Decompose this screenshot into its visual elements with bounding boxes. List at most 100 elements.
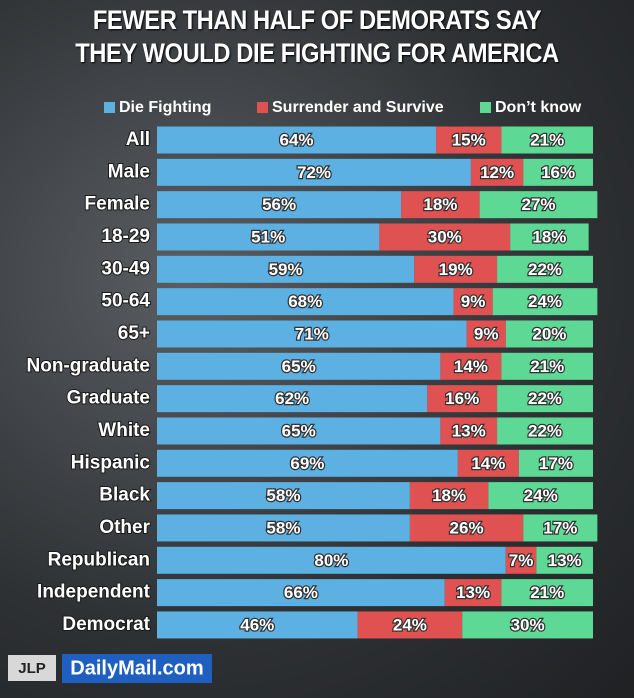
value-label: 14%	[471, 454, 505, 473]
bar-segment	[488, 482, 593, 510]
value-label: 69%	[290, 454, 324, 473]
legend-label: Don’t know	[495, 99, 582, 116]
bar-segment	[501, 126, 593, 154]
value-label: 20%	[532, 324, 566, 343]
bar-segment	[157, 611, 358, 639]
bar-segment	[536, 546, 593, 574]
bar-segment	[157, 288, 454, 316]
bar-segment	[157, 352, 441, 380]
value-label: 56%	[262, 195, 296, 214]
bar-segment	[157, 255, 415, 283]
bar-segment	[157, 223, 380, 251]
bar-segment	[501, 579, 593, 607]
value-label: 58%	[266, 486, 300, 505]
bar-segment	[457, 449, 519, 477]
bar-segment	[466, 320, 506, 348]
legend-label: Surrender and Survive	[272, 99, 444, 116]
jlp-logo: JLP	[18, 660, 46, 677]
category-label: Hispanic	[71, 452, 151, 473]
value-label: 58%	[266, 518, 300, 537]
value-label: 18%	[432, 486, 466, 505]
category-label: Democrat	[62, 614, 150, 635]
value-label: 7%	[509, 551, 534, 570]
bar-segment	[505, 320, 593, 348]
value-label: 80%	[314, 551, 348, 570]
bar-segment	[453, 288, 493, 316]
bar-segment	[492, 288, 598, 316]
category-label: White	[98, 420, 150, 441]
value-label: 22%	[528, 421, 562, 440]
chart-title: FEWER THAN HALF OF DEMORATS SAY THEY WOU…	[75, 5, 559, 68]
value-label: 59%	[269, 260, 303, 279]
bar-segment	[510, 223, 589, 251]
bar-segment	[157, 449, 458, 477]
value-label: 17%	[543, 518, 577, 537]
value-label: 21%	[530, 130, 564, 149]
value-label: 16%	[445, 389, 479, 408]
value-label: 9%	[474, 324, 499, 343]
bar-segment	[427, 385, 498, 413]
category-label: 50-64	[101, 291, 150, 312]
legend-swatch	[480, 102, 491, 113]
value-label: 30%	[428, 227, 462, 246]
value-label: 18%	[423, 195, 457, 214]
value-label: 12%	[480, 163, 514, 182]
brand-logo: DailyMail.com	[70, 657, 203, 679]
value-label: 17%	[539, 454, 573, 473]
value-label: 64%	[280, 130, 314, 149]
value-label: 18%	[532, 227, 566, 246]
category-label: 65+	[118, 323, 150, 344]
value-label: 24%	[528, 292, 562, 311]
value-label: 19%	[439, 260, 473, 279]
bar-segment	[523, 514, 598, 542]
value-label: 30%	[511, 615, 545, 634]
bar-segment	[444, 579, 502, 607]
bar-segment	[157, 191, 402, 219]
value-label: 72%	[297, 163, 331, 182]
value-label: 62%	[275, 389, 309, 408]
value-label: 66%	[284, 583, 318, 602]
category-label: Other	[99, 517, 150, 538]
bar-segment	[518, 449, 593, 477]
bar-segment	[379, 223, 511, 251]
legend-swatch	[257, 102, 268, 113]
bar-segment	[501, 352, 593, 380]
value-label: 26%	[450, 518, 484, 537]
value-label: 24%	[524, 486, 558, 505]
value-label: 13%	[456, 583, 490, 602]
bar-segment	[157, 385, 428, 413]
value-label: 51%	[251, 227, 285, 246]
value-label: 15%	[452, 130, 486, 149]
bar-segment	[157, 320, 467, 348]
value-label: 22%	[528, 260, 562, 279]
category-label: 18-29	[101, 226, 150, 247]
value-label: 65%	[282, 357, 316, 376]
bar-segment	[409, 514, 524, 542]
value-label: 65%	[282, 421, 316, 440]
bar-segment	[401, 191, 480, 219]
bar-segment	[157, 158, 471, 186]
bar-segment	[462, 611, 593, 639]
bar-segment	[479, 191, 598, 219]
value-label: 13%	[452, 421, 486, 440]
bar-segment	[505, 546, 537, 574]
bar-segment	[497, 385, 593, 413]
bar-segment	[157, 514, 410, 542]
value-label: 22%	[528, 389, 562, 408]
value-label: 68%	[288, 292, 322, 311]
value-label: 46%	[240, 615, 274, 634]
category-label: Republican	[48, 549, 150, 570]
value-label: 16%	[541, 163, 575, 182]
legend-label: Die Fighting	[119, 99, 211, 116]
bar-segment	[414, 255, 498, 283]
category-label: All	[126, 129, 150, 150]
value-label: 21%	[530, 357, 564, 376]
category-label: Female	[85, 194, 150, 215]
value-label: 13%	[548, 551, 582, 570]
bar-segment	[157, 579, 445, 607]
category-label: Black	[99, 485, 150, 506]
legend-swatch	[104, 102, 115, 113]
category-label: Non-graduate	[27, 355, 151, 376]
value-label: 14%	[454, 357, 488, 376]
